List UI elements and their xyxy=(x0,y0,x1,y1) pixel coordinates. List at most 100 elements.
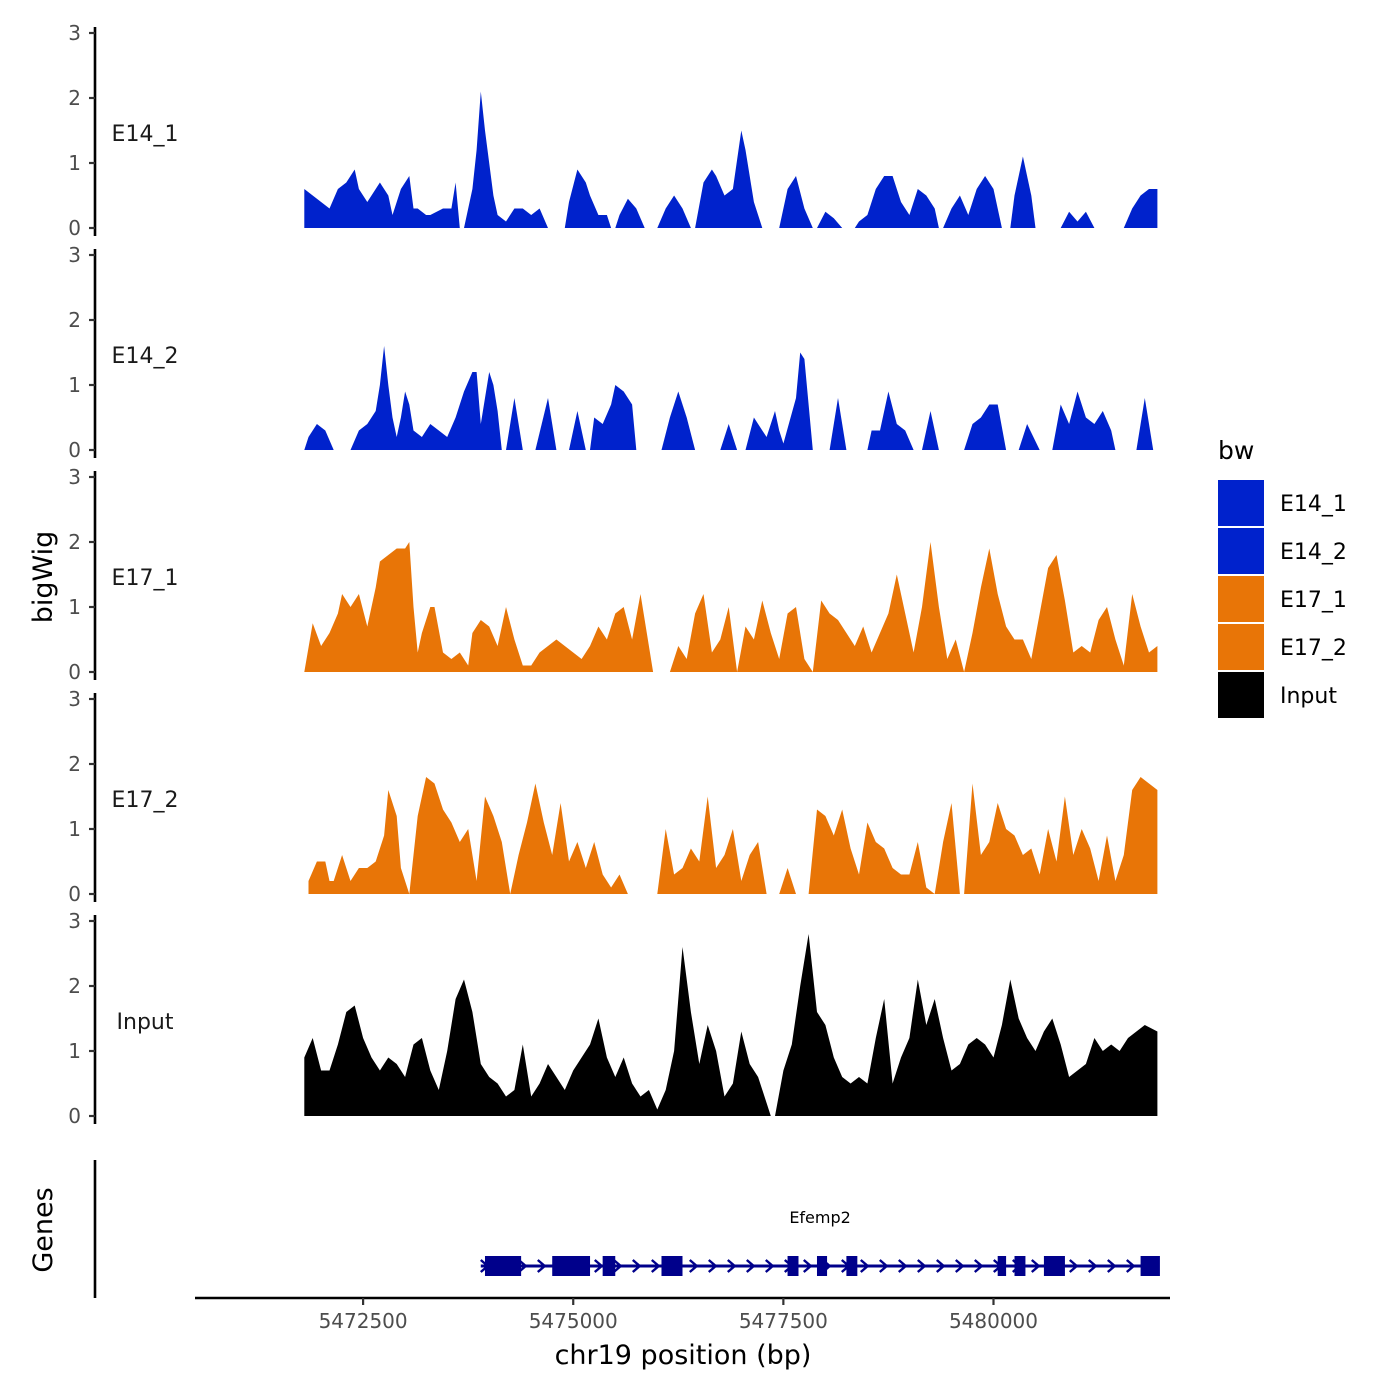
coverage-area xyxy=(745,352,813,450)
coverage-area xyxy=(661,391,696,450)
gene-exon xyxy=(1014,1256,1026,1276)
gene-exon xyxy=(787,1256,799,1276)
gene-exon xyxy=(1043,1256,1065,1276)
strand-arrow xyxy=(954,1259,965,1273)
coverage-area xyxy=(669,594,738,672)
y-axis-title: bigWig xyxy=(28,531,59,624)
coverage-area xyxy=(829,398,847,450)
track-label-input: Input xyxy=(117,1010,174,1035)
y-tick-label: 2 xyxy=(68,752,81,776)
strand-arrow xyxy=(935,1259,946,1273)
coverage-area xyxy=(720,424,738,450)
y-tick-label: 3 xyxy=(68,243,81,267)
strand-arrow xyxy=(536,1259,547,1273)
legend-label: E17_2 xyxy=(1280,636,1347,661)
x-tick-label: 5472500 xyxy=(319,1309,408,1333)
strand-arrow xyxy=(878,1259,889,1273)
coverage-area xyxy=(817,211,843,228)
track-label-e17-1: E17_1 xyxy=(112,566,179,591)
coverage-area xyxy=(775,934,1158,1116)
y-tick-label: 1 xyxy=(68,817,81,841)
y-tick-label: 0 xyxy=(68,438,81,462)
y-tick-label: 3 xyxy=(68,465,81,489)
genes-axis-title: Genes xyxy=(28,1187,59,1272)
track-e14-2: 0 1 2 3 E14_2 xyxy=(68,243,1154,462)
coverage-area xyxy=(922,411,939,450)
legend: bw E14_1 E14_2 E17_1 E17_2 Input xyxy=(1218,436,1347,718)
track-input: 0 1 2 3 Input xyxy=(68,909,1158,1128)
strand-arrow xyxy=(745,1259,756,1273)
y-tick-label: 1 xyxy=(68,151,81,175)
coverage-area xyxy=(854,176,939,228)
coverage-area xyxy=(779,868,796,894)
gene-exon xyxy=(661,1256,683,1276)
coverage-area xyxy=(510,783,628,894)
y-tick-label: 3 xyxy=(68,21,81,45)
strand-arrow xyxy=(1106,1259,1117,1273)
strand-arrow xyxy=(707,1259,718,1273)
strand-arrow xyxy=(1030,1259,1041,1273)
coverage-area xyxy=(409,777,511,894)
gene-panel: Efemp2 xyxy=(93,1160,1160,1298)
x-tick-label: 5475000 xyxy=(529,1309,618,1333)
x-axis-title: chr19 position (bp) xyxy=(555,1340,812,1371)
strand-arrow xyxy=(859,1259,870,1273)
strand-arrow xyxy=(897,1259,908,1273)
coverage-area xyxy=(812,542,965,672)
legend-swatch xyxy=(1218,576,1264,622)
coverage-area xyxy=(1052,391,1116,450)
gene-exon xyxy=(816,1256,828,1276)
coverage-area xyxy=(564,169,612,228)
gene-name-label: Efemp2 xyxy=(789,1208,851,1227)
coverage-area xyxy=(943,176,1002,228)
coverage-area xyxy=(1060,211,1095,228)
coverage-area xyxy=(657,796,767,894)
coverage-area xyxy=(964,404,1007,450)
track-e14-1: 0 1 2 3 E14_1 xyxy=(68,21,1158,240)
legend-swatch xyxy=(1218,672,1264,718)
gene-exon xyxy=(1140,1256,1160,1276)
y-tick-label: 2 xyxy=(68,530,81,554)
strand-arrow xyxy=(1125,1259,1136,1273)
coverage-area xyxy=(304,947,771,1116)
coverage-area xyxy=(304,424,334,450)
strand-arrow xyxy=(726,1259,737,1273)
coverage-area xyxy=(1136,398,1154,450)
strand-arrow xyxy=(1087,1259,1098,1273)
coverage-area xyxy=(867,391,914,450)
coverage-area xyxy=(464,91,548,228)
coverage-area xyxy=(569,411,586,450)
strand-arrow xyxy=(916,1259,927,1273)
y-tick-label: 3 xyxy=(68,687,81,711)
y-tick-label: 0 xyxy=(68,1104,81,1128)
coverage-area xyxy=(615,198,645,228)
gene-exon xyxy=(602,1256,616,1276)
coverage-area xyxy=(535,398,557,450)
legend-swatch xyxy=(1218,480,1264,526)
coverage-area xyxy=(304,169,460,228)
strand-arrow xyxy=(802,1259,813,1273)
legend-label: E14_1 xyxy=(1280,492,1347,517)
legend-label: E17_1 xyxy=(1280,588,1347,613)
y-tick-label: 1 xyxy=(68,595,81,619)
coverage-area xyxy=(964,777,1158,894)
coverage-area xyxy=(1123,189,1158,228)
coverage-area xyxy=(308,790,410,894)
coverage-area xyxy=(737,600,813,672)
strand-arrow xyxy=(612,1259,623,1273)
coverage-area xyxy=(304,542,654,672)
x-axis: 5472500 5475000 5477500 5480000 xyxy=(195,1296,1170,1333)
legend-label: Input xyxy=(1280,684,1337,709)
y-tick-label: 3 xyxy=(68,909,81,933)
y-tick-label: 2 xyxy=(68,308,81,332)
gene-exon xyxy=(997,1256,1007,1276)
legend-swatch xyxy=(1218,624,1264,670)
track-e17-1: 0 1 2 3 E17_1 xyxy=(68,465,1158,684)
coverage-area xyxy=(808,809,935,894)
y-tick-label: 2 xyxy=(68,86,81,110)
legend-label: E14_2 xyxy=(1280,540,1347,565)
y-tick-label: 2 xyxy=(68,974,81,998)
y-tick-label: 0 xyxy=(68,882,81,906)
coverage-area xyxy=(506,398,523,450)
